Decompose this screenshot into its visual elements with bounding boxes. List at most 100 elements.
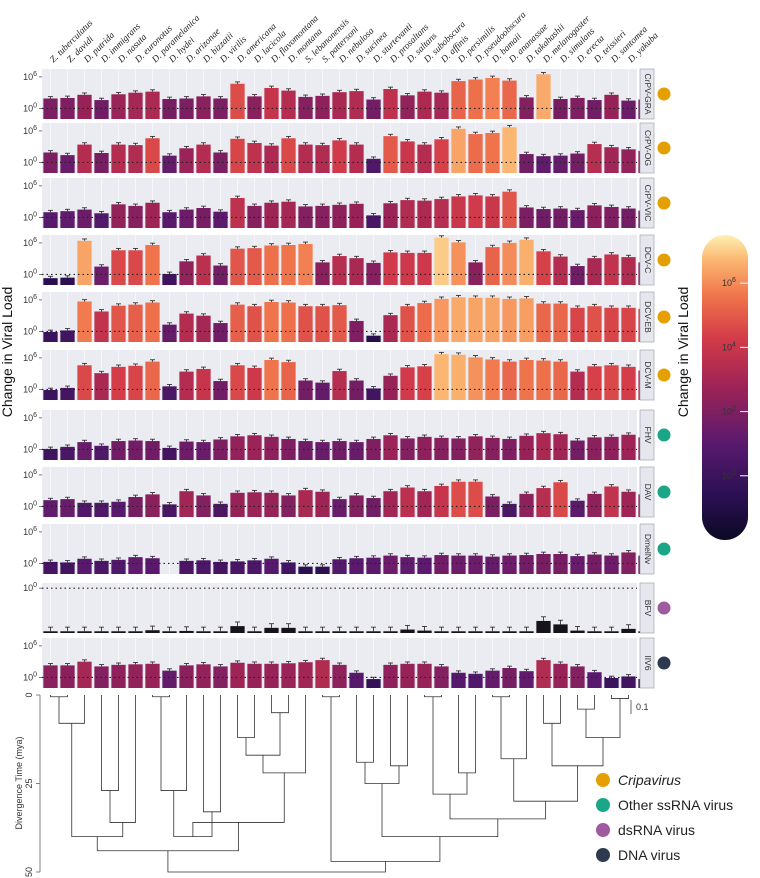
- bar: [604, 631, 619, 633]
- bar: [553, 624, 568, 633]
- tree-branch: [101, 695, 119, 791]
- bar: [519, 631, 534, 633]
- bar: [111, 204, 126, 228]
- bar: [468, 673, 483, 688]
- bar: [604, 555, 619, 574]
- tree-branch: [611, 695, 629, 699]
- bar: [196, 144, 211, 173]
- bar: [213, 152, 228, 173]
- bar: [570, 153, 585, 173]
- bar: [519, 97, 534, 119]
- bar: [230, 436, 245, 460]
- strip-box: [639, 68, 655, 120]
- tree-tick-label: 0: [24, 692, 34, 697]
- bar: [128, 365, 143, 400]
- bar: [468, 357, 483, 400]
- bar: [247, 248, 262, 285]
- panel-dcv-c: 106 100 DCV-C: [23, 234, 671, 286]
- bar: [621, 491, 636, 517]
- legend: Cripavirus Other ssRNA virus dsRNA virus DN…: [596, 772, 733, 863]
- bar: [417, 436, 432, 460]
- bar: [43, 448, 58, 460]
- bar: [468, 631, 483, 633]
- bar: [111, 94, 126, 119]
- strip-box: [639, 234, 655, 286]
- bar: [366, 498, 381, 517]
- tree-branch: [500, 695, 527, 760]
- bar: [213, 666, 228, 688]
- bar: [400, 557, 415, 574]
- bar: [383, 555, 398, 574]
- bar: [570, 440, 585, 460]
- tree-branch: [543, 695, 561, 724]
- bar: [196, 442, 211, 460]
- bar: [298, 96, 313, 119]
- bar: [570, 307, 585, 342]
- bar: [213, 98, 228, 119]
- y-tick-label: 100: [23, 443, 37, 454]
- bar: [43, 500, 58, 517]
- bar: [145, 245, 160, 285]
- bar: [77, 558, 92, 574]
- bar: [77, 301, 92, 342]
- bar: [128, 304, 143, 342]
- virus-strip-label: DmelNv: [643, 534, 653, 565]
- bar: [43, 631, 58, 633]
- colorbar-gradient: [702, 235, 748, 540]
- bar: [519, 435, 534, 460]
- bar: [400, 306, 415, 342]
- bar: [621, 434, 636, 460]
- bar: [60, 631, 75, 633]
- bar: [417, 663, 432, 688]
- bar: [264, 436, 279, 460]
- bar: [247, 306, 262, 342]
- tree-branch: [492, 695, 510, 698]
- bar: [43, 665, 58, 688]
- bar: [400, 629, 415, 633]
- strip-box: [639, 409, 655, 461]
- y-tick-label: 100: [23, 500, 37, 511]
- bar: [111, 144, 126, 173]
- tree-branch: [432, 696, 468, 795]
- bar: [264, 145, 279, 173]
- bar: [128, 440, 143, 460]
- bar: [145, 441, 160, 460]
- bar: [315, 660, 330, 688]
- bar: [468, 134, 483, 173]
- bar: [264, 663, 279, 688]
- bar: [587, 554, 602, 574]
- bar: [502, 438, 517, 460]
- bar: [264, 202, 279, 228]
- y-tick-label: 100: [23, 671, 37, 682]
- bar: [621, 628, 636, 633]
- bar: [519, 555, 534, 574]
- bar: [451, 631, 466, 633]
- bar: [383, 89, 398, 119]
- bar: [281, 138, 296, 173]
- bar: [60, 330, 75, 342]
- panel-dav: 106 100 DAV: [23, 466, 671, 518]
- bar: [179, 665, 194, 688]
- bar: [332, 256, 347, 285]
- bar: [196, 495, 211, 517]
- bar: [94, 502, 109, 517]
- bar: [77, 144, 92, 173]
- bar: [366, 631, 381, 633]
- bar: [179, 441, 194, 460]
- bar: [519, 154, 534, 173]
- bar: [417, 144, 432, 173]
- bar: [128, 497, 143, 517]
- bar: [264, 87, 279, 119]
- tree-axis-label: Divergence Time (mya): [14, 736, 24, 829]
- bar: [468, 481, 483, 517]
- bar: [468, 436, 483, 460]
- bar: [162, 631, 177, 633]
- bar: [230, 198, 245, 228]
- bar: [196, 96, 211, 119]
- bar: [264, 245, 279, 285]
- bar: [332, 499, 347, 517]
- panel-fhv: 106 100 FHV: [23, 409, 671, 461]
- virus-strip-label: DCV-EB: [643, 301, 653, 333]
- panel-crpv-gra: 106 100 CrPV-GRA: [23, 68, 671, 120]
- bar: [332, 371, 347, 400]
